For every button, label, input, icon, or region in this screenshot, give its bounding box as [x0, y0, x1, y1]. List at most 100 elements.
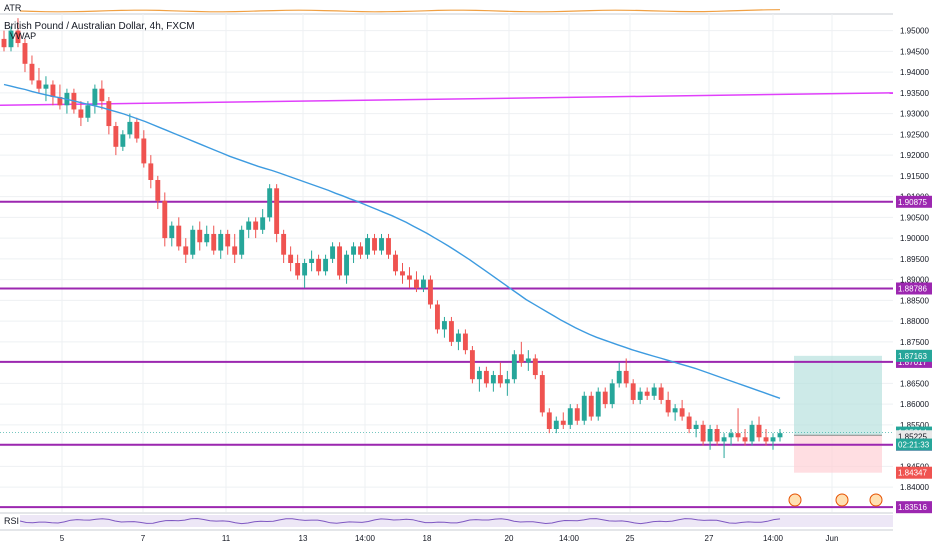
candle-body: [644, 391, 650, 396]
candle-body: [735, 433, 741, 438]
candle-body: [50, 84, 56, 97]
candle-body: [483, 370, 489, 384]
candle-body: [553, 420, 559, 429]
y-tick-label: 1.87500: [900, 338, 929, 347]
x-tick-label: 25: [626, 534, 635, 543]
candle-body: [260, 217, 266, 230]
level-price-badge: [896, 282, 932, 295]
candle-body: [106, 101, 112, 127]
candle-body: [379, 238, 384, 251]
candle-body: [546, 412, 552, 429]
candle-body: [365, 238, 370, 255]
candle-body: [218, 233, 224, 251]
candle-body: [763, 437, 769, 442]
rsi-indicator-label: RSI: [4, 516, 20, 526]
y-tick-label: 1.89500: [900, 255, 929, 264]
moving-average-line: [3, 83, 781, 399]
candle-body: [295, 263, 301, 276]
x-tick-label: 27: [705, 534, 714, 543]
candle-body: [469, 350, 475, 380]
candle-body: [253, 221, 259, 230]
candle-body: [721, 437, 727, 442]
y-tick-label: 1.93000: [900, 110, 929, 119]
candle-body: [239, 229, 245, 255]
candle-body: [302, 263, 308, 276]
candle-body: [274, 188, 280, 234]
candle-body: [232, 246, 238, 255]
level-price-label: 1.83516: [898, 503, 927, 512]
candle-body: [267, 188, 273, 218]
candle-body: [281, 233, 287, 255]
candle-body: [113, 126, 119, 147]
candle-body: [602, 391, 608, 405]
candle-body: [462, 333, 468, 351]
rsi-line: [19, 517, 781, 525]
x-tick-label: Jun: [826, 534, 839, 543]
candle-body: [127, 121, 133, 135]
candle-body: [714, 429, 720, 442]
candle-body: [539, 375, 545, 413]
candle-body: [407, 275, 412, 280]
candle-body: [651, 387, 657, 396]
candle-body: [490, 375, 496, 384]
economic-event-icon: [835, 493, 849, 507]
price-badge-label: 1.85225: [898, 432, 927, 441]
candle-body: [630, 383, 636, 400]
candle-body: [770, 437, 776, 442]
candle-body: [504, 379, 510, 384]
y-tick-label: 1.92000: [900, 151, 929, 160]
candle-body: [742, 437, 748, 442]
y-tick-label: 1.94000: [900, 68, 929, 77]
candle-body: [155, 180, 161, 201]
candle-body: [197, 229, 203, 243]
y-tick-label: 1.90500: [900, 213, 929, 222]
candle-body: [414, 279, 419, 288]
candle-body: [686, 416, 692, 429]
candle-body: [393, 254, 398, 272]
candle-body: [15, 30, 21, 44]
candle-body: [511, 354, 517, 380]
atr-line: [19, 9, 781, 13]
y-tick-label: 1.91500: [900, 172, 929, 181]
candle-body: [532, 358, 538, 376]
x-tick-label: 11: [222, 534, 231, 543]
price-badge: [896, 466, 932, 479]
y-tick-label: 1.86000: [900, 400, 929, 409]
candle-body: [176, 225, 182, 247]
y-tick-label: 1.95000: [900, 27, 929, 36]
y-tick-label: 1.89000: [900, 276, 929, 285]
candle-body: [211, 233, 217, 251]
candle-body: [609, 383, 615, 405]
candle-body: [616, 370, 622, 384]
y-tick-label: 1.84000: [900, 483, 929, 492]
candle-body: [36, 80, 42, 89]
candle-body: [428, 279, 433, 305]
candle-body: [190, 229, 196, 255]
countdown-badge: [896, 438, 932, 451]
candle-body: [679, 408, 685, 417]
candle-body: [386, 238, 391, 255]
candle-body: [78, 109, 84, 118]
price-badge-label: 1.84347: [898, 469, 927, 478]
candle-body: [22, 43, 28, 64]
y-tick-label: 1.92500: [900, 130, 929, 139]
candle-body: [99, 88, 105, 102]
candle-body: [330, 246, 336, 259]
candle-body: [57, 97, 63, 106]
candle-body: [749, 424, 755, 442]
x-tick-label: 14:00: [559, 534, 580, 543]
candle-body: [288, 254, 294, 263]
candle-body: [455, 333, 461, 342]
candle-body: [672, 408, 678, 413]
candle-body: [518, 354, 524, 363]
candle-body: [777, 433, 783, 438]
rsi-band: [20, 515, 893, 527]
symbol-title[interactable]: British Pound / Australian Dollar, 4h, F…: [4, 21, 195, 32]
candle-body: [148, 163, 154, 180]
y-tick-label: 1.88000: [900, 317, 929, 326]
candle-body: [316, 258, 322, 272]
candle-body: [623, 370, 629, 384]
x-tick-label: 14:00: [355, 534, 376, 543]
